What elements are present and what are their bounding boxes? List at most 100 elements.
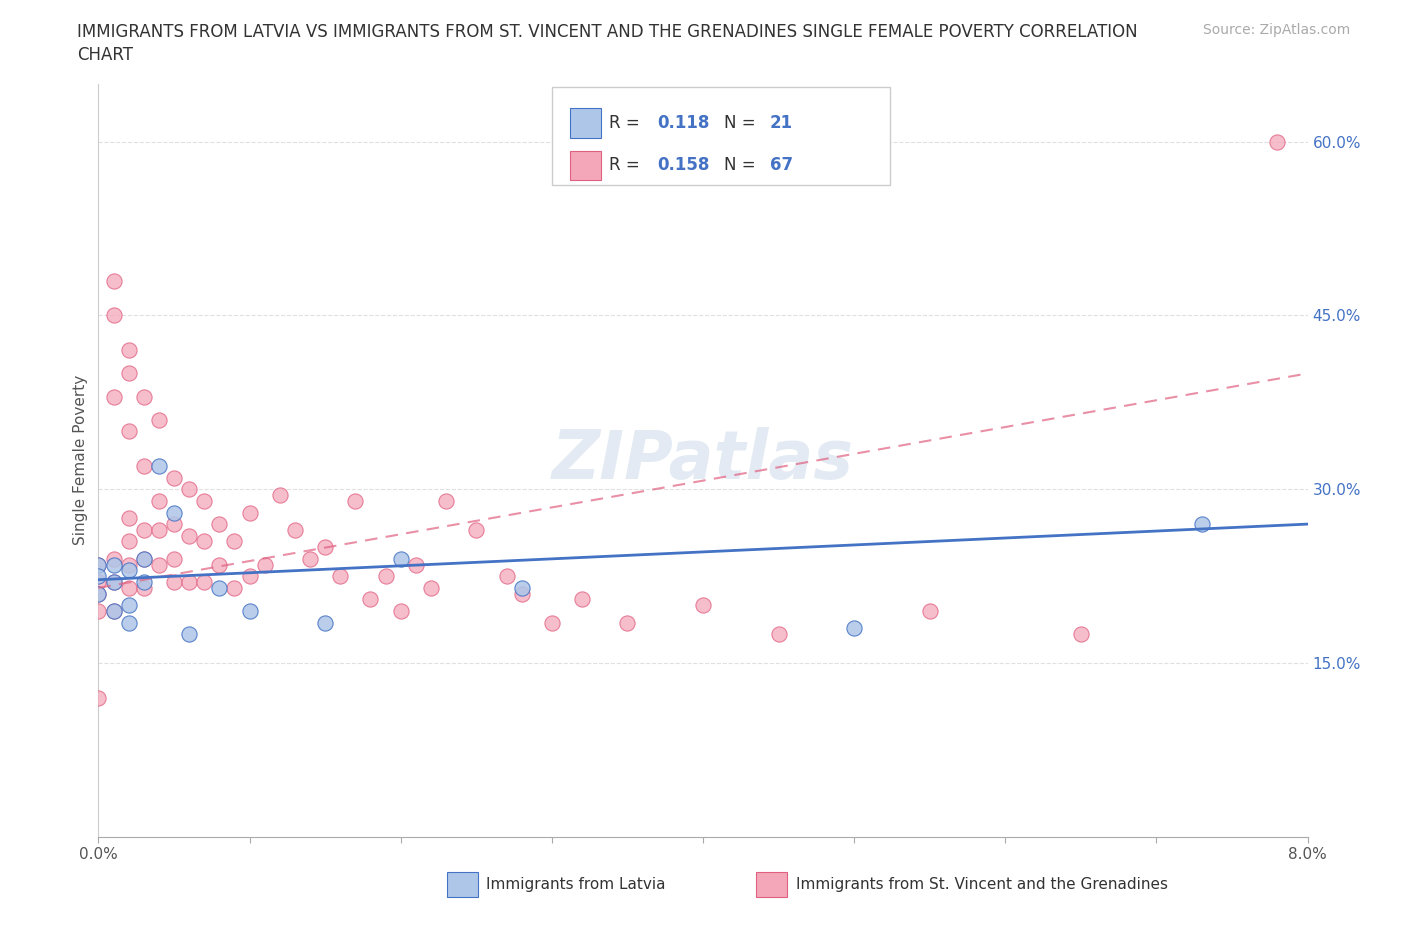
Y-axis label: Single Female Poverty: Single Female Poverty [73,375,89,546]
Point [118,366,141,381]
Point [87,569,110,584]
Text: Immigrants from St. Vincent and the Grenadines: Immigrants from St. Vincent and the Gren… [796,877,1168,892]
Point [87,586,110,601]
Point [132,523,155,538]
Point [193,534,215,549]
Point [495,569,517,584]
FancyBboxPatch shape [551,87,890,185]
Point [193,494,215,509]
Point [844,621,866,636]
FancyBboxPatch shape [569,108,602,138]
Point [118,424,141,439]
Point [118,580,141,595]
Point [571,592,593,607]
Point [1191,517,1213,532]
Point [918,604,941,618]
Text: R =: R = [609,113,645,132]
Point [103,575,125,590]
Point [132,575,155,590]
Point [103,273,125,288]
Point [420,580,443,595]
Point [118,511,141,525]
Point [284,523,307,538]
Point [434,494,457,509]
Point [224,534,246,549]
Point [299,551,322,566]
Point [253,557,276,572]
Point [132,551,155,566]
Point [179,627,201,642]
Point [239,505,262,520]
Point [360,592,382,607]
Point [87,604,110,618]
Text: Immigrants from Latvia: Immigrants from Latvia [486,877,666,892]
Point [224,580,246,595]
Point [103,604,125,618]
Point [389,604,412,618]
Point [179,575,201,590]
Text: 21: 21 [769,113,793,132]
Point [87,575,110,590]
Point [103,604,125,618]
Point [208,557,231,572]
Text: 0.158: 0.158 [657,156,710,174]
Point [148,557,170,572]
Point [344,494,367,509]
Point [87,557,110,572]
Point [148,523,170,538]
Point [540,615,562,630]
Point [132,458,155,473]
Point [87,557,110,572]
Point [118,343,141,358]
Point [314,539,336,554]
Point [616,615,638,630]
Point [329,569,352,584]
Text: IMMIGRANTS FROM LATVIA VS IMMIGRANTS FROM ST. VINCENT AND THE GRENADINES SINGLE : IMMIGRANTS FROM LATVIA VS IMMIGRANTS FRO… [77,23,1137,41]
Text: ZIPatlas: ZIPatlas [553,428,853,493]
Point [374,569,396,584]
Text: 67: 67 [769,156,793,174]
Point [103,308,125,323]
Point [269,487,291,502]
Point [179,528,201,543]
Point [103,551,125,566]
Point [148,494,170,509]
Point [132,580,155,595]
Point [208,580,231,595]
Point [118,534,141,549]
Point [118,615,141,630]
Point [87,690,110,705]
Point [163,471,186,485]
Text: Source: ZipAtlas.com: Source: ZipAtlas.com [1202,23,1350,37]
Point [389,551,412,566]
Point [103,557,125,572]
Point [692,598,714,613]
Point [510,580,533,595]
Point [465,523,488,538]
Text: 0.118: 0.118 [657,113,710,132]
Point [118,563,141,578]
Point [118,598,141,613]
Point [103,575,125,590]
Point [132,389,155,404]
Point [163,551,186,566]
Point [239,604,262,618]
Text: N =: N = [724,113,761,132]
Point [103,389,125,404]
Point [132,551,155,566]
Point [148,412,170,427]
FancyBboxPatch shape [569,151,602,180]
Point [148,458,170,473]
Text: CHART: CHART [77,46,134,64]
Point [163,517,186,532]
Point [118,557,141,572]
Text: R =: R = [609,156,645,174]
Point [239,569,262,584]
Point [179,482,201,497]
Point [193,575,215,590]
Point [768,627,790,642]
Point [163,505,186,520]
Point [405,557,427,572]
Point [208,517,231,532]
Point [1070,627,1092,642]
